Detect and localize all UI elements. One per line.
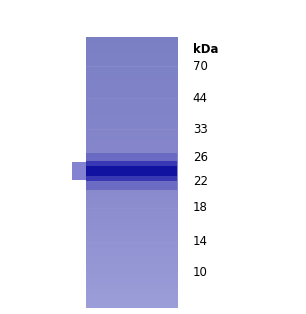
Text: 10: 10 xyxy=(193,266,208,279)
Bar xyxy=(86,166,177,176)
Text: 70: 70 xyxy=(193,60,208,73)
Text: 14: 14 xyxy=(193,235,208,248)
Text: 44: 44 xyxy=(193,92,208,105)
Text: 18: 18 xyxy=(193,201,208,214)
Bar xyxy=(72,162,87,180)
Text: 26: 26 xyxy=(193,151,208,164)
Text: 33: 33 xyxy=(193,123,207,136)
Bar xyxy=(86,161,177,181)
Bar xyxy=(86,153,177,190)
Text: 22: 22 xyxy=(193,175,208,188)
Text: kDa: kDa xyxy=(193,43,218,56)
